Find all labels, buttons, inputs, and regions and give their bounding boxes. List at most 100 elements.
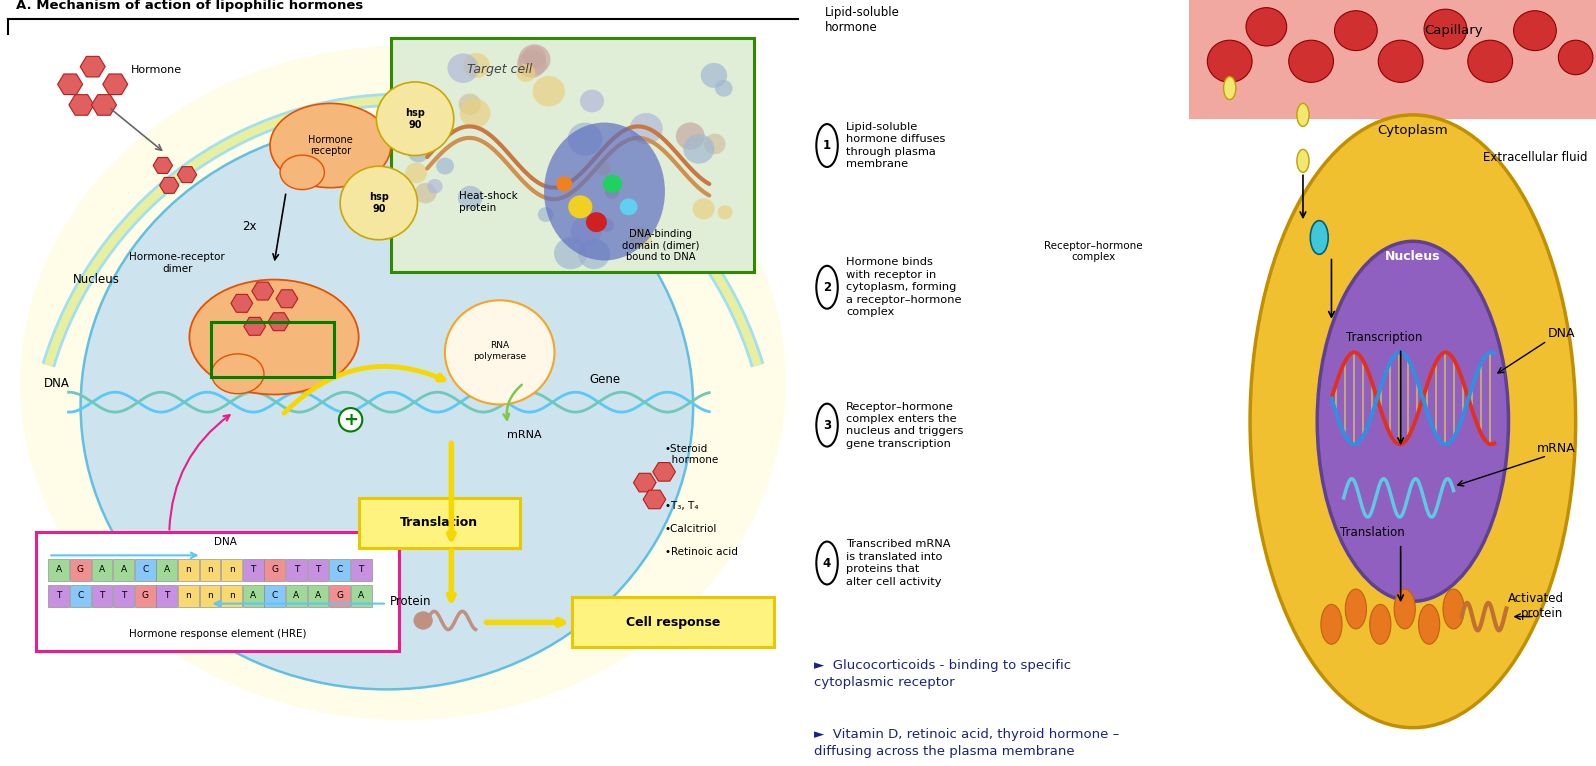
Ellipse shape bbox=[1468, 40, 1513, 83]
Circle shape bbox=[816, 542, 838, 584]
Text: ►  Vitamin D, retinoic acid, thyroid hormone –
diffusing across the plasma membr: ► Vitamin D, retinoic acid, thyroid horm… bbox=[814, 728, 1119, 758]
Bar bbox=[200, 585, 220, 607]
Circle shape bbox=[555, 176, 573, 192]
Circle shape bbox=[517, 64, 535, 82]
Text: G: G bbox=[77, 565, 85, 574]
Circle shape bbox=[715, 80, 733, 97]
Ellipse shape bbox=[279, 155, 324, 189]
Text: •Retinoic acid: •Retinoic acid bbox=[666, 548, 737, 558]
Text: Transcription: Transcription bbox=[1345, 331, 1422, 344]
Text: Translation: Translation bbox=[401, 516, 479, 529]
Ellipse shape bbox=[1424, 9, 1467, 49]
Text: T: T bbox=[56, 591, 61, 601]
Bar bbox=[391, 38, 753, 272]
Circle shape bbox=[630, 113, 662, 144]
Text: Gene: Gene bbox=[589, 373, 621, 386]
Bar bbox=[91, 585, 112, 607]
Circle shape bbox=[412, 119, 431, 139]
Bar bbox=[222, 585, 243, 607]
Text: n: n bbox=[207, 591, 212, 601]
Circle shape bbox=[579, 90, 603, 113]
Circle shape bbox=[447, 54, 479, 83]
Text: A: A bbox=[358, 591, 364, 601]
Circle shape bbox=[445, 300, 554, 404]
Bar bbox=[308, 559, 329, 581]
Text: •T₃, T₄: •T₃, T₄ bbox=[666, 502, 699, 512]
Circle shape bbox=[568, 195, 592, 218]
Circle shape bbox=[460, 99, 490, 128]
Bar bbox=[243, 559, 263, 581]
Text: 3: 3 bbox=[824, 419, 832, 431]
Bar bbox=[573, 597, 774, 647]
Polygon shape bbox=[653, 463, 675, 481]
Ellipse shape bbox=[1379, 40, 1424, 83]
Circle shape bbox=[693, 198, 715, 219]
Text: Hormone
receptor: Hormone receptor bbox=[308, 135, 353, 156]
Circle shape bbox=[1369, 604, 1390, 644]
Text: mRNA: mRNA bbox=[506, 430, 541, 440]
Circle shape bbox=[1345, 589, 1366, 629]
Text: hsp
90: hsp 90 bbox=[405, 108, 425, 129]
Text: 4: 4 bbox=[824, 557, 832, 569]
Text: Nucleus: Nucleus bbox=[72, 273, 120, 286]
Bar bbox=[113, 559, 134, 581]
Ellipse shape bbox=[1246, 8, 1286, 46]
Ellipse shape bbox=[1334, 11, 1377, 51]
Circle shape bbox=[1298, 149, 1309, 172]
Text: A: A bbox=[251, 591, 257, 601]
Text: DNA: DNA bbox=[43, 377, 69, 390]
Circle shape bbox=[683, 134, 715, 164]
Ellipse shape bbox=[1207, 40, 1253, 83]
Circle shape bbox=[407, 142, 429, 162]
Text: Target cell: Target cell bbox=[468, 63, 533, 76]
Bar bbox=[286, 559, 306, 581]
Text: Translation: Translation bbox=[1339, 526, 1404, 539]
Circle shape bbox=[1419, 604, 1440, 644]
Polygon shape bbox=[634, 473, 656, 492]
Polygon shape bbox=[160, 178, 179, 193]
Text: T: T bbox=[316, 565, 321, 574]
Circle shape bbox=[533, 76, 565, 106]
Bar bbox=[351, 559, 372, 581]
Text: C: C bbox=[77, 591, 83, 601]
Text: 2x: 2x bbox=[243, 220, 257, 233]
Polygon shape bbox=[69, 95, 94, 115]
Circle shape bbox=[538, 207, 554, 222]
Text: C: C bbox=[337, 565, 343, 574]
Bar bbox=[243, 585, 263, 607]
Bar bbox=[37, 532, 399, 651]
Circle shape bbox=[816, 404, 838, 447]
Text: Protein: Protein bbox=[391, 595, 433, 608]
Circle shape bbox=[522, 46, 546, 68]
Text: Nucleus: Nucleus bbox=[1385, 250, 1441, 264]
Text: Hormone: Hormone bbox=[131, 65, 182, 75]
Bar bbox=[329, 559, 350, 581]
Circle shape bbox=[675, 123, 705, 150]
Circle shape bbox=[1317, 241, 1508, 601]
Polygon shape bbox=[643, 490, 666, 509]
Bar bbox=[222, 559, 243, 581]
Bar bbox=[329, 585, 350, 607]
Circle shape bbox=[1224, 77, 1235, 100]
Bar bbox=[70, 585, 91, 607]
Text: •Calcitriol: •Calcitriol bbox=[666, 525, 717, 535]
Circle shape bbox=[1443, 589, 1464, 629]
Ellipse shape bbox=[190, 280, 359, 394]
Text: A. Mechanism of action of lipophilic hormones: A. Mechanism of action of lipophilic hor… bbox=[16, 0, 364, 12]
Circle shape bbox=[340, 166, 418, 240]
Circle shape bbox=[570, 217, 602, 246]
Text: Activated
protein: Activated protein bbox=[1508, 591, 1564, 620]
Text: Hormone-receptor
dimer: Hormone-receptor dimer bbox=[129, 252, 225, 274]
Text: Extracellular fluid: Extracellular fluid bbox=[1483, 151, 1588, 164]
Polygon shape bbox=[244, 317, 265, 336]
Circle shape bbox=[629, 227, 651, 248]
Text: Lipid-soluble
hormone: Lipid-soluble hormone bbox=[825, 5, 900, 34]
Bar bbox=[359, 498, 520, 548]
Ellipse shape bbox=[212, 354, 263, 394]
Text: C: C bbox=[271, 591, 278, 601]
Circle shape bbox=[595, 161, 611, 175]
Circle shape bbox=[578, 239, 610, 269]
Bar bbox=[1189, 0, 1596, 119]
Circle shape bbox=[619, 198, 637, 215]
Ellipse shape bbox=[1513, 11, 1556, 51]
